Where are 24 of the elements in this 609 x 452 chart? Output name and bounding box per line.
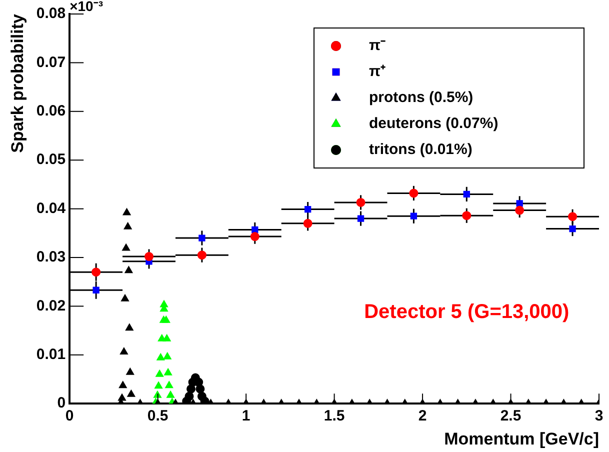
legend-label: π⁺ bbox=[369, 63, 386, 80]
legend-label: tritons (0.01%) bbox=[369, 141, 472, 158]
y-tick-label: 0.04 bbox=[36, 200, 66, 217]
x-tick-label: 2 bbox=[418, 408, 427, 425]
x-tick-label: 0.5 bbox=[147, 408, 168, 425]
legend-label: π⁻ bbox=[369, 37, 386, 54]
y-tick-label: 0.03 bbox=[36, 248, 66, 266]
y-tick-label: 0.02 bbox=[36, 297, 66, 314]
annotation: Detector 5 (G=13,000) bbox=[364, 300, 570, 323]
y-tick-label: 0.07 bbox=[36, 54, 66, 71]
x-axis-title: Momentum [GeV/c] bbox=[444, 429, 599, 448]
legend-label: protons (0.5%) bbox=[369, 89, 474, 106]
x-tick-label: 3 bbox=[594, 408, 604, 425]
y-tick-label: 0.05 bbox=[36, 151, 66, 168]
x-tick-label: 2.5 bbox=[500, 408, 522, 425]
y-axis-title: Spark probability bbox=[8, 13, 27, 153]
legend-label: deuterons (0.07%) bbox=[369, 115, 498, 132]
x-tick-label: 1.5 bbox=[324, 408, 345, 425]
y-tick-label: 0.08 bbox=[36, 5, 66, 22]
x-tick-label: 1 bbox=[242, 408, 250, 425]
y-tick-label: 0.06 bbox=[36, 102, 66, 120]
y-tick-label: 0 bbox=[57, 394, 66, 412]
text: ×10⁻³ bbox=[70, 0, 104, 14]
y-tick-label: 0.01 bbox=[36, 346, 66, 364]
